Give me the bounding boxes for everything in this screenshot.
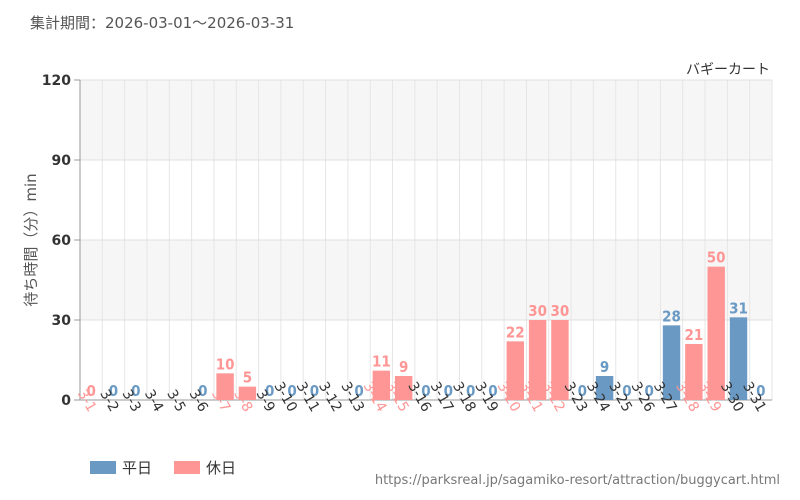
data-label-3-3: 0 bbox=[131, 382, 140, 400]
grid-band bbox=[80, 160, 772, 240]
data-label-3-2: 0 bbox=[109, 382, 118, 400]
data-label-3-20: 22 bbox=[506, 323, 525, 341]
grid-band bbox=[80, 80, 772, 160]
y-tick-label: 90 bbox=[52, 153, 72, 169]
period-label: 集計期間：2026-03-01～2026-03-31 bbox=[30, 14, 295, 32]
y-tick-label: 60 bbox=[52, 233, 72, 249]
data-label-3-29: 50 bbox=[707, 249, 726, 267]
bar-3-27 bbox=[662, 325, 681, 400]
bar-3-22 bbox=[551, 320, 569, 400]
legend-item-weekday: 平日 bbox=[90, 457, 152, 478]
y-tick-label: 0 bbox=[61, 393, 71, 409]
data-label-3-10: 0 bbox=[287, 382, 296, 400]
data-label-3-15: 9 bbox=[399, 358, 408, 376]
data-label-3-26: 0 bbox=[645, 382, 654, 400]
bar-3-8 bbox=[238, 386, 257, 400]
chart-title: バギーカート bbox=[686, 62, 770, 78]
bar-3-15 bbox=[394, 376, 413, 400]
data-label-3-14: 11 bbox=[372, 353, 391, 371]
legend-label-weekday: 平日 bbox=[122, 459, 153, 477]
legend-item-holiday: 休日 bbox=[174, 457, 236, 478]
source-url: https://parksreal.jp/sagamiko-resort/att… bbox=[374, 473, 780, 488]
data-label-3-1: 0 bbox=[86, 382, 95, 400]
data-label-3-17: 0 bbox=[444, 382, 453, 400]
legend-swatch-weekday bbox=[90, 461, 116, 474]
data-label-3-28: 21 bbox=[684, 326, 703, 344]
data-label-3-13: 0 bbox=[354, 382, 363, 400]
y-tick-label: 120 bbox=[42, 73, 71, 89]
data-label-3-30: 31 bbox=[729, 299, 748, 317]
data-label-3-7: 10 bbox=[216, 355, 235, 373]
data-label-3-8: 5 bbox=[243, 369, 252, 387]
data-label-3-6: 0 bbox=[198, 382, 207, 400]
y-axis-label: 待ち時間（分）min bbox=[22, 173, 40, 306]
bar-3-28 bbox=[685, 344, 703, 400]
bar-3-24 bbox=[595, 376, 614, 400]
legend-swatch-holiday bbox=[174, 461, 201, 474]
grid-band bbox=[80, 320, 772, 400]
legend-label-holiday: 休日 bbox=[206, 459, 237, 477]
data-label-3-19: 0 bbox=[488, 382, 497, 400]
bar-3-20 bbox=[506, 341, 524, 400]
data-label-3-18: 0 bbox=[466, 382, 475, 400]
bar-3-14 bbox=[372, 370, 391, 400]
y-tick-label: 30 bbox=[52, 313, 72, 329]
data-label-3-11: 0 bbox=[310, 382, 319, 400]
grid-band bbox=[80, 240, 772, 320]
data-label-3-21: 30 bbox=[528, 302, 547, 320]
bar-3-30 bbox=[729, 317, 748, 400]
bar-3-7 bbox=[216, 373, 234, 400]
data-label-3-25: 0 bbox=[622, 382, 631, 400]
bar-3-29 bbox=[707, 266, 725, 400]
bar-3-21 bbox=[528, 320, 547, 400]
data-label-3-23: 0 bbox=[578, 382, 587, 400]
data-label-3-9: 0 bbox=[265, 382, 274, 400]
data-label-3-22: 30 bbox=[551, 302, 570, 320]
data-label-3-24: 9 bbox=[600, 358, 609, 376]
legend: 平日 休日 bbox=[90, 457, 236, 478]
data-label-3-31: 0 bbox=[756, 382, 765, 400]
data-label-3-27: 28 bbox=[662, 307, 681, 325]
data-label-3-16: 0 bbox=[421, 382, 430, 400]
